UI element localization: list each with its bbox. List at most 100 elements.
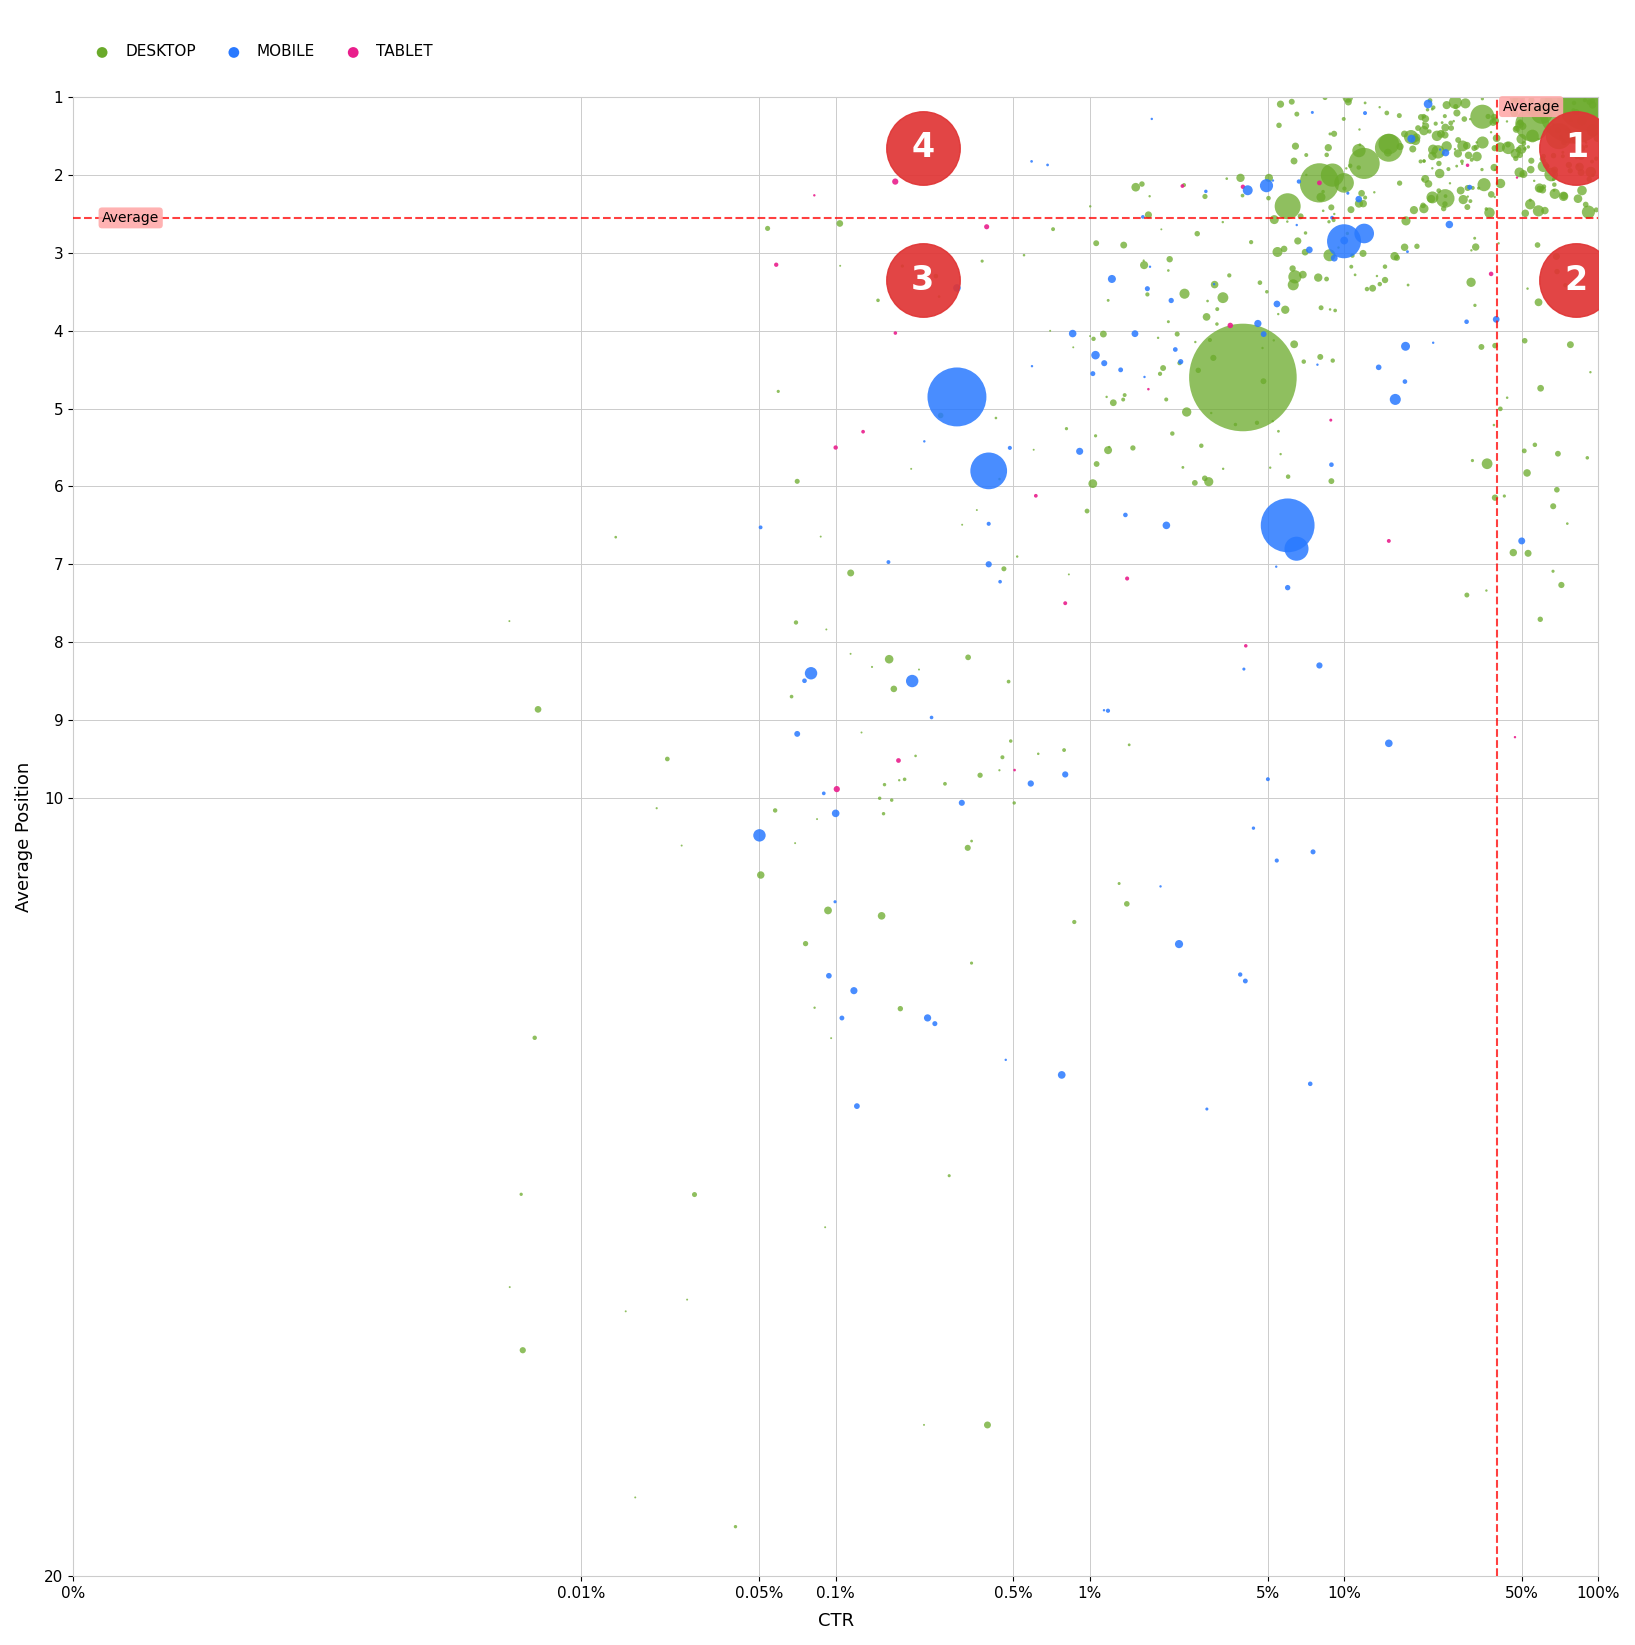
DESKTOP <box>889 253 916 280</box>
DESKTOP <box>613 1298 639 1324</box>
DESKTOP <box>1507 110 1534 137</box>
DESKTOP <box>1386 169 1413 196</box>
DESKTOP <box>1470 86 1496 112</box>
MOBILE <box>1346 186 1372 212</box>
DESKTOP <box>1470 104 1496 130</box>
DESKTOP <box>1506 86 1532 112</box>
MOBILE <box>746 822 772 849</box>
DESKTOP <box>1519 123 1545 150</box>
DESKTOP <box>1481 332 1507 359</box>
DESKTOP <box>1473 196 1499 222</box>
MOBILE <box>816 962 842 989</box>
DESKTOP <box>1452 105 1478 132</box>
DESKTOP <box>1411 148 1437 174</box>
DESKTOP <box>1256 164 1282 191</box>
DESKTOP <box>1511 438 1537 464</box>
DESKTOP <box>1095 438 1122 464</box>
DESKTOP <box>522 1025 548 1051</box>
MOBILE <box>992 1046 1019 1073</box>
DESKTOP <box>1494 132 1521 158</box>
DESKTOP <box>1579 148 1606 174</box>
DESKTOP <box>922 263 948 290</box>
DESKTOP <box>1081 326 1107 352</box>
DESKTOP <box>1251 368 1277 395</box>
DESKTOP <box>1503 115 1529 141</box>
DESKTOP <box>1501 540 1527 566</box>
TABLET <box>801 183 827 209</box>
DESKTOP <box>1254 278 1280 304</box>
DESKTOP <box>669 832 695 859</box>
MOBILE <box>1048 1061 1074 1087</box>
MOBILE <box>1153 512 1179 538</box>
DESKTOP <box>986 757 1012 783</box>
DESKTOP <box>858 653 885 679</box>
DESKTOP <box>1182 329 1208 355</box>
DESKTOP <box>1367 271 1393 298</box>
DESKTOP <box>1548 123 1575 150</box>
DESKTOP <box>1290 262 1316 288</box>
DESKTOP <box>1437 110 1463 137</box>
DESKTOP <box>1351 150 1377 176</box>
DESKTOP <box>1323 298 1349 324</box>
DESKTOP <box>898 456 924 482</box>
TABLET <box>1135 377 1161 403</box>
MOBILE <box>1436 211 1462 237</box>
DESKTOP <box>1454 194 1480 220</box>
DESKTOP <box>1131 252 1158 278</box>
DESKTOP <box>1184 220 1210 247</box>
DESKTOP <box>1568 160 1594 186</box>
DESKTOP <box>1310 197 1336 224</box>
DESKTOP <box>1555 118 1581 145</box>
TABLET <box>1306 169 1333 196</box>
DESKTOP <box>1563 125 1589 151</box>
MOBILE <box>1138 105 1164 132</box>
DESKTOP <box>1481 155 1507 181</box>
DESKTOP <box>1463 130 1489 156</box>
DESKTOP <box>1449 148 1475 174</box>
MOBILE <box>1079 360 1105 387</box>
DESKTOP <box>1272 296 1298 322</box>
MOBILE <box>1130 204 1156 230</box>
MOBILE <box>829 1005 855 1031</box>
DESKTOP <box>1460 174 1486 201</box>
DESKTOP <box>801 995 827 1022</box>
DESKTOP <box>1458 270 1485 296</box>
DESKTOP <box>1274 209 1300 235</box>
MOBILE <box>811 780 837 806</box>
DESKTOP <box>1506 137 1532 163</box>
DESKTOP <box>1519 148 1545 174</box>
DESKTOP <box>1282 263 1308 290</box>
MOBILE <box>1300 839 1326 865</box>
TABLET <box>1318 406 1344 433</box>
DESKTOP <box>1383 245 1409 271</box>
DESKTOP <box>1476 199 1503 225</box>
DESKTOP <box>1434 133 1460 160</box>
DESKTOP <box>1305 265 1331 291</box>
MOBILE <box>1066 438 1092 464</box>
MOBILE <box>1261 168 1287 194</box>
DESKTOP <box>1372 266 1398 293</box>
DESKTOP <box>1413 166 1439 192</box>
DESKTOP <box>1527 174 1553 201</box>
DESKTOP <box>1275 192 1301 219</box>
DESKTOP <box>1481 135 1507 161</box>
DESKTOP <box>1512 95 1539 122</box>
DESKTOP <box>1079 470 1105 497</box>
DESKTOP <box>1460 447 1486 474</box>
TABLET <box>822 434 849 461</box>
DESKTOP <box>1195 288 1221 314</box>
DESKTOP <box>762 798 788 824</box>
MOBILE <box>798 660 824 686</box>
DESKTOP <box>654 745 680 772</box>
DESKTOP <box>1174 398 1200 424</box>
MOBILE <box>1136 253 1162 280</box>
DESKTOP <box>1563 145 1589 171</box>
DESKTOP <box>1362 179 1388 206</box>
DESKTOP <box>1532 146 1558 173</box>
DESKTOP <box>783 609 809 635</box>
DESKTOP <box>1001 790 1027 816</box>
DESKTOP <box>1321 201 1347 227</box>
TABLET <box>1113 566 1140 592</box>
DESKTOP <box>1418 186 1444 212</box>
DESKTOP <box>1445 127 1472 153</box>
